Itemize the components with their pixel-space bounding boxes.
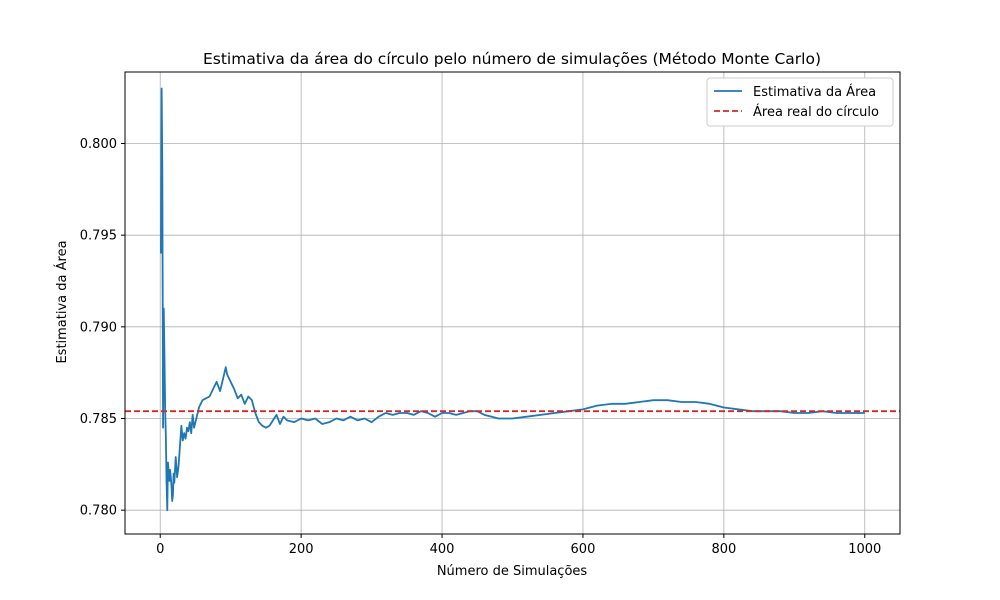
legend-label-area-real: Área real do círculo [753, 104, 879, 120]
x-tick-label: 0 [156, 542, 164, 557]
legend-box [706, 77, 894, 127]
plot-frame [124, 71, 901, 535]
y-tick-label: 0.790 [80, 320, 117, 335]
x-tick-label: 600 [571, 542, 596, 557]
ticks-layer: 0 200 400 600 800 1000 0.780 0.785 0.790 0.795 0.8… [80, 137, 882, 557]
y-tick-label: 0.780 [80, 504, 117, 519]
x-tick-label: 1000 [848, 542, 881, 557]
x-tick-label: 400 [430, 542, 455, 557]
y-tick-label: 0.795 [80, 229, 117, 244]
x-tick-label: 800 [711, 542, 736, 557]
x-axis-label: Número de Simulações [437, 564, 588, 579]
y-tick-label: 0.800 [80, 137, 117, 152]
grid-layer [125, 72, 900, 534]
estimativa-line [160, 87, 865, 512]
series-layer [125, 87, 900, 512]
chart-title: Estimativa da área do círculo pelo númer… [203, 50, 821, 68]
legend-label-estimativa: Estimativa da Área [753, 84, 876, 100]
legend: Estimativa da Área Área real do círculo [706, 77, 894, 127]
y-tick-label: 0.785 [80, 412, 117, 427]
x-tick-label: 200 [289, 542, 314, 557]
y-axis-label: Estimativa da Área [54, 240, 70, 363]
